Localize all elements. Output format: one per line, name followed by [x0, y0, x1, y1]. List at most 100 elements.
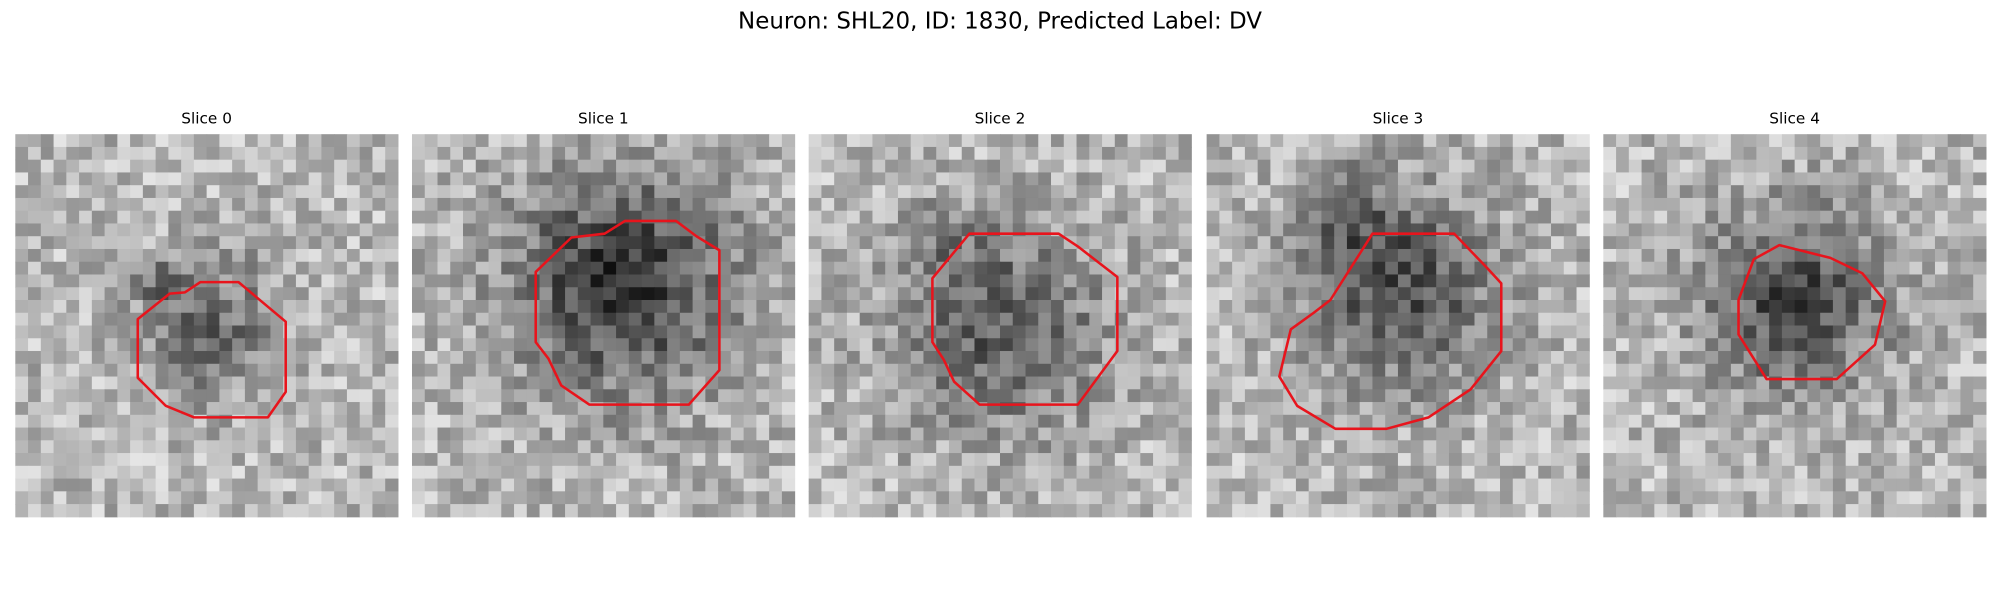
pixel: [1692, 287, 1706, 301]
pixel: [1114, 389, 1129, 403]
pixel: [1102, 312, 1116, 327]
pixel: [692, 325, 706, 339]
pixel: [590, 465, 604, 480]
pixel: [1025, 478, 1039, 492]
pixel: [769, 465, 783, 480]
pixel: [539, 159, 553, 173]
pixel: [206, 287, 220, 301]
pixel: [1346, 504, 1361, 518]
pixel: [1423, 197, 1437, 212]
pixel: [1397, 389, 1412, 403]
pixel: [372, 261, 386, 275]
pixel: [1909, 159, 1923, 173]
pixel: [1730, 159, 1745, 173]
pixel: [1321, 185, 1335, 199]
pixel: [1563, 223, 1578, 237]
pixel: [1628, 376, 1643, 390]
pixel: [1756, 197, 1770, 212]
pixel: [1114, 363, 1129, 378]
pixel: [283, 274, 297, 288]
pixel: [295, 223, 310, 237]
pixel: [539, 491, 553, 505]
pixel: [872, 172, 886, 186]
pixel: [130, 453, 144, 467]
pixel: [1206, 453, 1220, 467]
pixel: [1616, 172, 1630, 186]
pixel: [1641, 465, 1655, 480]
pixel: [1679, 274, 1694, 288]
pixel: [1525, 274, 1539, 288]
pixel: [590, 504, 604, 518]
pixel: [1551, 248, 1565, 263]
pixel: [1051, 146, 1065, 161]
pixel: [577, 478, 592, 492]
pixel: [1051, 338, 1065, 352]
pixel: [232, 210, 246, 224]
pixel: [40, 223, 55, 237]
pixel: [1244, 453, 1259, 467]
pixel: [424, 491, 439, 505]
pixel: [15, 453, 29, 467]
pixel: [1500, 376, 1514, 390]
pixel: [1743, 414, 1757, 429]
pixel: [1756, 274, 1770, 288]
pixel: [28, 504, 42, 518]
pixel: [743, 414, 757, 429]
pixel: [437, 248, 451, 263]
pixel: [501, 465, 515, 480]
pixel: [283, 453, 297, 467]
pixel: [936, 274, 950, 288]
pixel: [539, 453, 553, 467]
pixel: [910, 325, 924, 339]
pixel: [730, 491, 745, 505]
pixel: [1641, 376, 1655, 390]
pixel: [79, 159, 93, 173]
pixel: [1153, 248, 1167, 263]
pixel: [450, 414, 464, 429]
pixel: [718, 223, 732, 237]
pixel: [705, 172, 719, 186]
pixel: [1385, 478, 1399, 492]
pixel: [1140, 351, 1154, 365]
pixel: [1883, 402, 1898, 416]
pixel: [15, 274, 29, 288]
pixel: [1244, 210, 1259, 224]
pixel: [1283, 185, 1297, 199]
pixel: [181, 402, 195, 416]
pixel: [846, 236, 861, 250]
pixel: [283, 146, 297, 161]
pixel: [641, 300, 655, 314]
pixel: [130, 236, 144, 250]
pixel: [1461, 248, 1475, 263]
pixel: [603, 363, 617, 378]
pixel: [718, 210, 732, 224]
pixel: [1000, 453, 1014, 467]
pixel: [1500, 402, 1514, 416]
pixel: [1012, 210, 1027, 224]
pixel: [654, 197, 668, 212]
pixel: [1654, 146, 1668, 161]
pixel: [1538, 210, 1552, 224]
pixel: [1525, 287, 1539, 301]
pixel: [552, 261, 566, 275]
pixel: [743, 134, 757, 148]
pixel: [385, 312, 399, 327]
pixel: [628, 172, 643, 186]
pixel: [846, 134, 861, 148]
pixel: [1165, 351, 1180, 365]
pixel: [1603, 159, 1617, 173]
pixel: [193, 504, 208, 518]
pixel: [1397, 134, 1412, 148]
pixel: [1781, 287, 1796, 301]
pixel: [769, 440, 783, 454]
pixel: [1038, 465, 1052, 480]
pixel: [1165, 312, 1180, 327]
pixel: [1794, 312, 1808, 327]
pixel: [1551, 325, 1565, 339]
pixel: [1641, 185, 1655, 199]
pixel: [181, 236, 195, 250]
pixel: [1947, 300, 1961, 314]
pixel: [1089, 478, 1103, 492]
pixel: [1705, 159, 1719, 173]
pixel: [270, 504, 284, 518]
